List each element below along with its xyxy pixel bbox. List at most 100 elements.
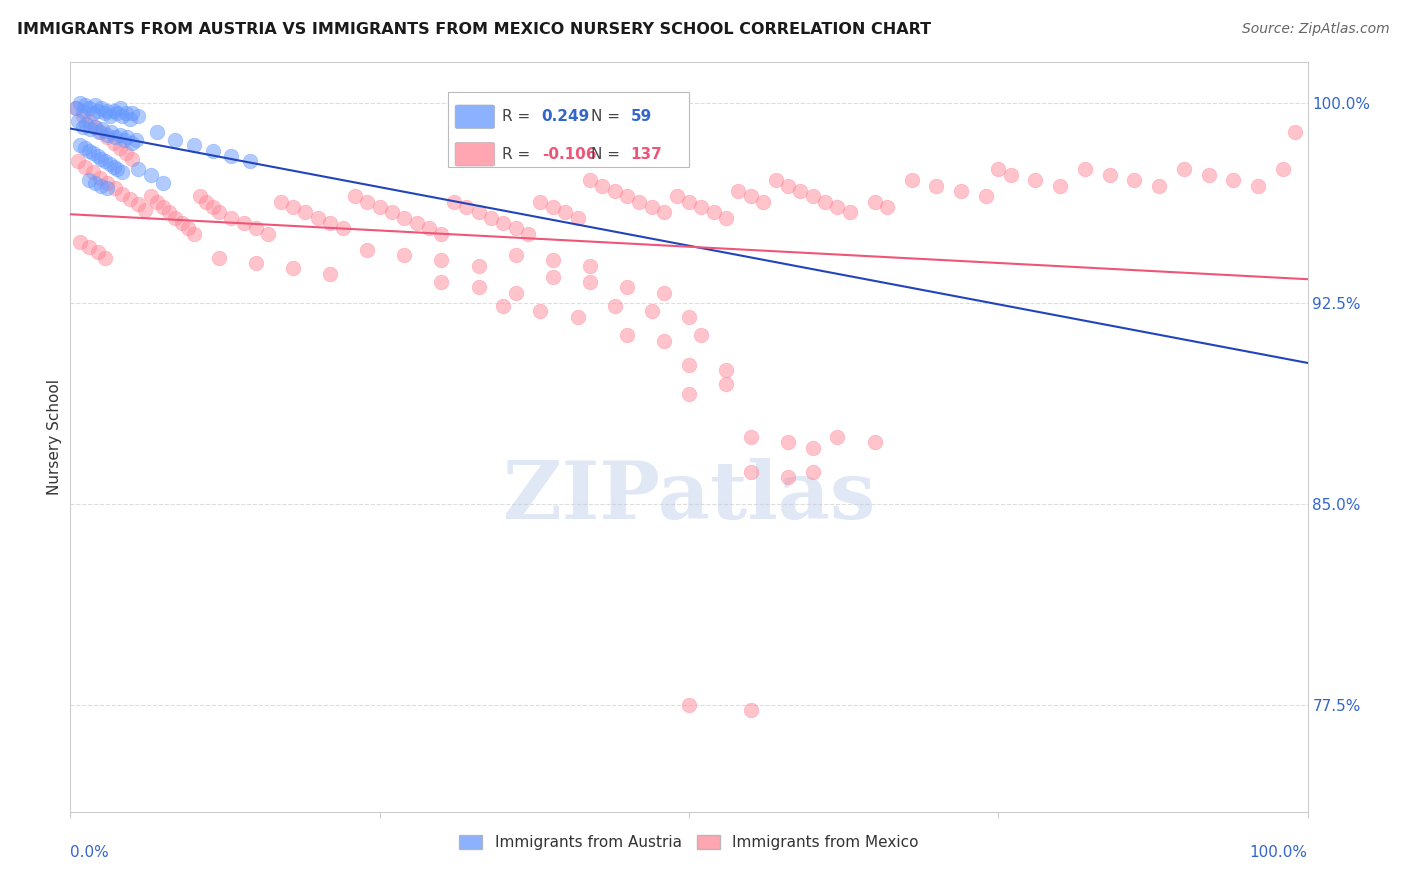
FancyBboxPatch shape — [456, 105, 495, 128]
Point — [139, 168, 162, 182]
Point — [105, 106, 128, 120]
Point — [394, 211, 416, 225]
Point — [96, 130, 118, 145]
Point — [165, 133, 187, 147]
Point — [98, 157, 121, 171]
FancyBboxPatch shape — [456, 143, 495, 166]
Text: 137: 137 — [631, 146, 662, 161]
Point — [319, 267, 342, 281]
Point — [98, 109, 121, 123]
Point — [94, 106, 117, 120]
Point — [118, 192, 141, 206]
Point — [77, 240, 100, 254]
Point — [579, 259, 602, 273]
Point — [1222, 173, 1244, 187]
Point — [245, 256, 267, 270]
Point — [82, 106, 104, 120]
Point — [1049, 178, 1071, 193]
Point — [801, 441, 824, 455]
Point — [714, 363, 737, 377]
Point — [121, 152, 143, 166]
Point — [1198, 168, 1220, 182]
Point — [270, 194, 292, 209]
Point — [740, 465, 762, 479]
Point — [104, 181, 127, 195]
Point — [104, 130, 127, 145]
Point — [740, 703, 762, 717]
Point — [115, 146, 138, 161]
Point — [125, 133, 148, 147]
Point — [152, 200, 174, 214]
Point — [467, 205, 489, 219]
Point — [876, 200, 898, 214]
Point — [307, 211, 329, 225]
Point — [405, 216, 427, 230]
Point — [157, 205, 180, 219]
Point — [690, 200, 713, 214]
Point — [752, 194, 775, 209]
Point — [579, 275, 602, 289]
Point — [82, 146, 104, 161]
Point — [208, 205, 231, 219]
Point — [641, 200, 664, 214]
Point — [541, 253, 564, 268]
Point — [616, 189, 638, 203]
Point — [111, 109, 134, 123]
Y-axis label: Nursery School: Nursery School — [46, 379, 62, 495]
Point — [443, 194, 465, 209]
Point — [77, 114, 100, 128]
Point — [232, 216, 254, 230]
Point — [86, 103, 108, 118]
Point — [139, 189, 162, 203]
Point — [1024, 173, 1046, 187]
Point — [430, 275, 453, 289]
Point — [219, 211, 242, 225]
Point — [146, 194, 169, 209]
Point — [319, 216, 342, 230]
Point — [118, 112, 141, 126]
Point — [332, 221, 354, 235]
Point — [127, 109, 149, 123]
Point — [195, 194, 218, 209]
Point — [467, 280, 489, 294]
Point — [66, 154, 89, 169]
Point — [1098, 168, 1121, 182]
Point — [678, 310, 700, 324]
Point — [112, 133, 135, 147]
Point — [75, 141, 97, 155]
Point — [467, 259, 489, 273]
Point — [1271, 162, 1294, 177]
Point — [456, 200, 478, 214]
Text: Source: ZipAtlas.com: Source: ZipAtlas.com — [1241, 22, 1389, 37]
Point — [86, 245, 108, 260]
Point — [665, 189, 688, 203]
Point — [1123, 173, 1146, 187]
Point — [1173, 162, 1195, 177]
Point — [567, 310, 589, 324]
Point — [72, 109, 94, 123]
Point — [103, 136, 125, 150]
Point — [84, 98, 107, 112]
Point — [394, 248, 416, 262]
Point — [219, 149, 242, 163]
Point — [603, 184, 626, 198]
Point — [177, 221, 200, 235]
Point — [603, 299, 626, 313]
Point — [65, 101, 87, 115]
Point — [529, 304, 551, 318]
Point — [827, 200, 849, 214]
Point — [84, 176, 107, 190]
Point — [652, 205, 675, 219]
Point — [201, 144, 224, 158]
Point — [641, 304, 664, 318]
Point — [678, 698, 700, 712]
Text: 59: 59 — [631, 109, 652, 124]
Point — [90, 152, 112, 166]
Point — [201, 200, 224, 214]
Point — [628, 194, 651, 209]
Point — [505, 285, 527, 300]
Point — [108, 101, 131, 115]
Point — [77, 173, 100, 187]
Point — [111, 186, 134, 201]
Point — [987, 162, 1010, 177]
